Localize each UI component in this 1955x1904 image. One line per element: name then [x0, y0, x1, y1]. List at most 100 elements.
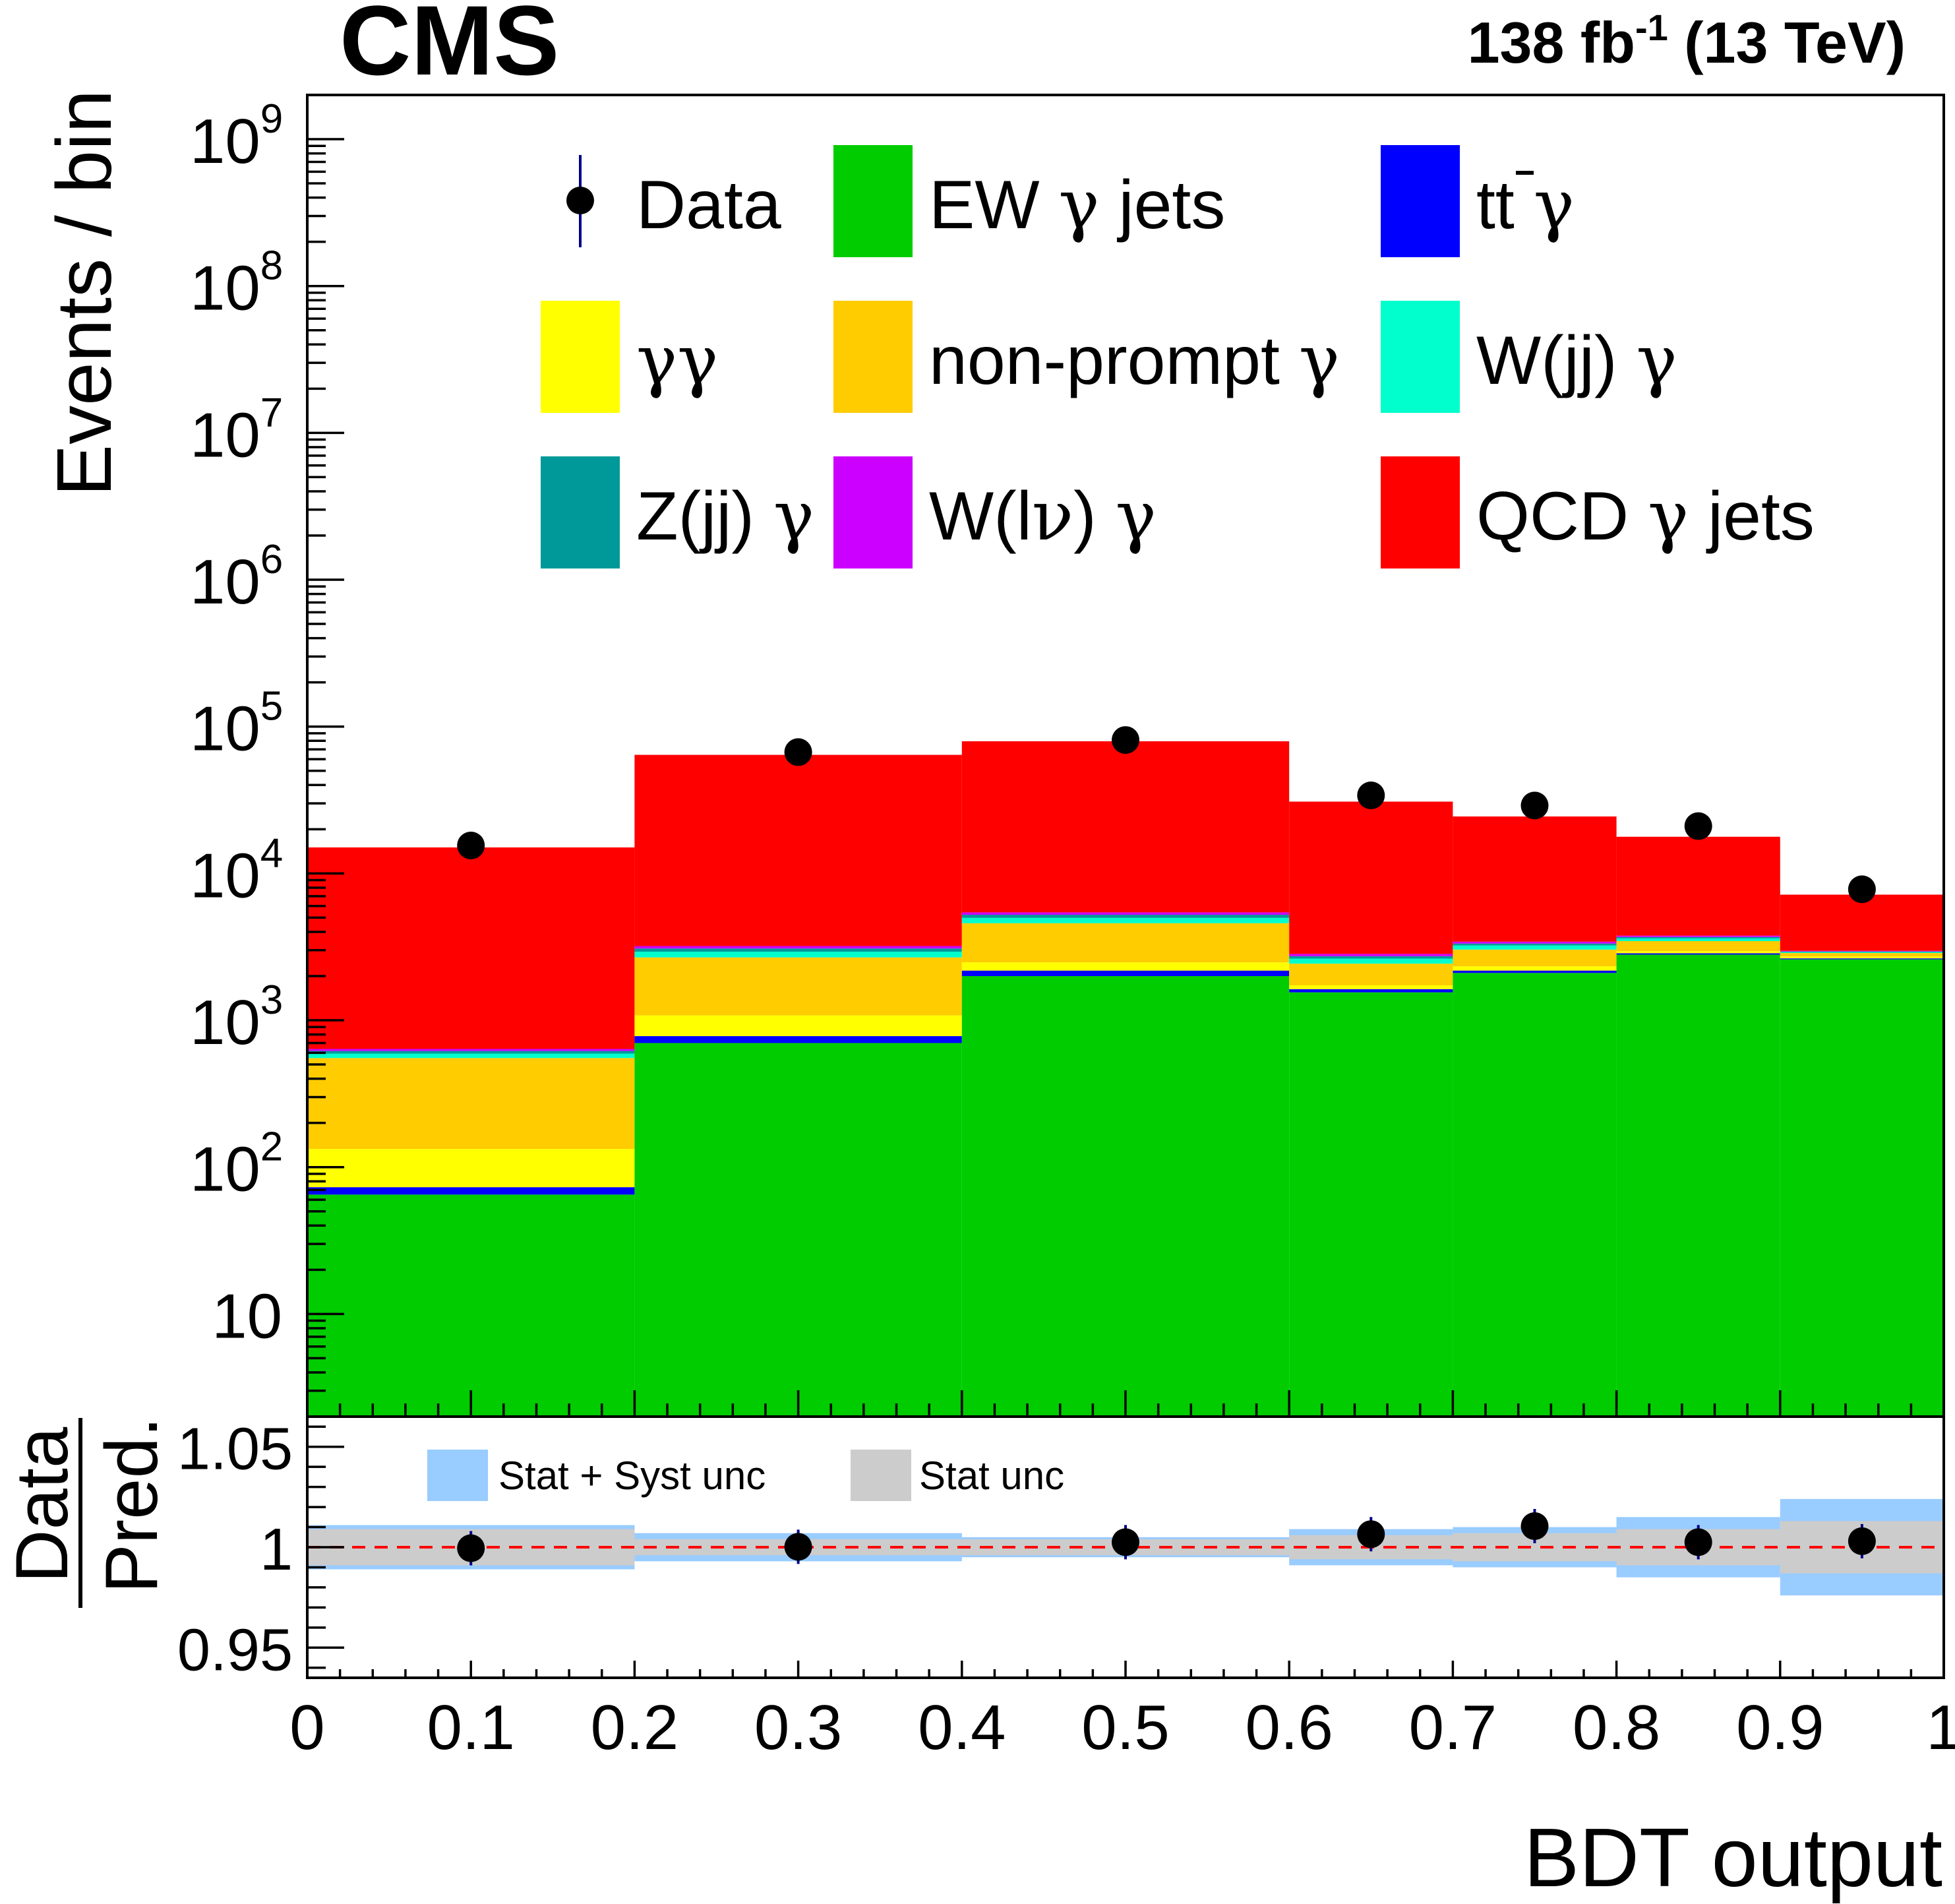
legend: Data EW γ jets tt γγγ non-prompt γ W(jj) γZ(… — [541, 145, 1815, 568]
stack-segment-w-jj- — [634, 952, 962, 958]
legend-swatch — [833, 301, 913, 413]
ratio-legend-swatch-stat-syst — [427, 1450, 488, 1501]
y-tick-label: 103 — [190, 977, 283, 1058]
stack-segment-- — [1453, 966, 1617, 971]
stack-segment-- — [1289, 985, 1453, 989]
stack-segment-tt — [1453, 970, 1617, 973]
legend-swatch — [541, 456, 620, 568]
ratio-legend: Stat + Syst unc Stat unc — [427, 1450, 1064, 1501]
y-tick-label: 107 — [190, 390, 283, 470]
stack-segment-z-jj- — [307, 1051, 635, 1054]
legend-data-marker — [566, 187, 594, 214]
stack-segment-ew-jets — [961, 976, 1290, 1417]
stack-segment-w-l- — [307, 1049, 635, 1051]
legend-swatch — [1381, 145, 1460, 257]
x-tick-label: 0.9 — [1736, 1692, 1824, 1763]
y-tick-exponent: 6 — [260, 537, 283, 582]
legend-label-part: jets — [1100, 167, 1226, 243]
stack-segment-ew-jets — [634, 1043, 962, 1417]
legend-label-part: W(l — [929, 478, 1032, 555]
ratio-y-tick-labels: 0.95 1 1.05 — [177, 1417, 293, 1684]
ratio-label-denominator: Pred. — [90, 1417, 173, 1593]
data-point — [1357, 782, 1385, 810]
stack-segment-z-jj- — [1289, 956, 1453, 959]
legend-label: Z(jj) γ — [636, 476, 814, 556]
x-axis-label: BDT output — [1524, 1811, 1942, 1904]
stack-segment-non-prompt — [1453, 949, 1617, 967]
legend-label-part: γ — [1116, 476, 1157, 556]
x-tick-label: 0.3 — [754, 1692, 842, 1763]
legend-label-part: γγ — [636, 320, 718, 400]
legend-label-part — [1515, 167, 1534, 243]
stack-segment-w-l- — [1453, 941, 1617, 944]
ratio-point — [1684, 1528, 1712, 1556]
legend-label-part: ν — [1032, 476, 1073, 556]
ratio-point — [1112, 1528, 1139, 1556]
ratio-y-tick-label: 0.95 — [177, 1617, 293, 1683]
legend-label-part: tt — [1476, 167, 1515, 243]
legend-swatch — [833, 456, 913, 568]
ratio-y-axis-label: Data Pred. — [1, 1417, 173, 1608]
legend-label-part: ) — [1073, 478, 1116, 555]
stacked-bars — [307, 741, 1944, 1417]
stack-segment-w-jj- — [961, 917, 1290, 923]
legend-label-part: W(jj) — [1476, 322, 1637, 399]
stack-segment-w-l- — [1780, 950, 1944, 952]
ratio-point — [1357, 1520, 1385, 1549]
stack-segment-ew-jets — [1289, 992, 1453, 1417]
x-tick-label: 0.5 — [1081, 1692, 1169, 1763]
y-tick-exponent: 5 — [260, 684, 283, 729]
legend-label: QCD γ jets — [1476, 476, 1815, 556]
stack-segment-tt — [307, 1187, 635, 1195]
data-point — [1684, 812, 1712, 840]
stack-segment-tt — [961, 970, 1290, 976]
stack-segment-qcd-jets — [307, 847, 635, 1049]
stack-segment-qcd-jets — [961, 741, 1290, 913]
stack-segment-tt — [1780, 958, 1944, 960]
ratio-y-ticks — [307, 1425, 344, 1669]
stack-segment-w-jj- — [1289, 958, 1453, 964]
data-point — [784, 738, 812, 766]
y-tick-exponent: 2 — [260, 1124, 283, 1170]
y-tick-exponent: 7 — [260, 390, 283, 435]
stack-segment-w-l- — [1616, 935, 1780, 937]
stack-segment-non-prompt — [1616, 940, 1780, 952]
y-tick-base: 10 — [190, 106, 260, 177]
stack-segment-w-l- — [961, 912, 1290, 915]
x-tick-label: 0.7 — [1409, 1692, 1497, 1763]
x-tick-label: 0.4 — [918, 1692, 1006, 1763]
data-point — [457, 831, 485, 859]
legend-label-part: QCD — [1476, 478, 1648, 555]
stack-segment-tt — [1616, 953, 1780, 955]
x-tick-label: 0.1 — [427, 1692, 514, 1763]
stack-segment-w-jj- — [1780, 952, 1944, 954]
y-tick-base: 10 — [190, 694, 260, 764]
stack-segment-ew-jets — [1780, 959, 1944, 1417]
legend-label-part: EW — [929, 167, 1058, 243]
stack-segment-qcd-jets — [1780, 894, 1944, 951]
x-tick-label: 0.2 — [591, 1692, 678, 1763]
main-y-ticks — [307, 94, 344, 1418]
stack-segment-- — [634, 1015, 962, 1037]
stack-segment-qcd-jets — [1616, 836, 1780, 936]
stack-segment-- — [307, 1149, 635, 1188]
stack-segment-z-jj- — [1616, 937, 1780, 938]
ratio-point — [1848, 1527, 1876, 1555]
legend-swatch — [833, 145, 913, 257]
legend-label: γγ — [636, 320, 718, 400]
x-tick-label: 0.8 — [1573, 1692, 1660, 1763]
ratio-point — [457, 1534, 485, 1562]
stack-segment-- — [1616, 951, 1780, 954]
stack-segment-ew-jets — [307, 1194, 635, 1417]
x-tick-label: 0.6 — [1245, 1692, 1333, 1763]
legend-swatch — [1381, 301, 1460, 413]
ratio-legend-label-stat: Stat unc — [919, 1454, 1064, 1498]
ratio-legend-label-stat-syst: Stat + Syst unc — [498, 1454, 766, 1498]
y-tick-base: 10 — [190, 547, 260, 617]
stack-segment-ew-jets — [1616, 954, 1780, 1417]
ratio-y-tick-label: 1 — [260, 1517, 293, 1583]
legend-swatch — [1381, 456, 1460, 568]
stack-segment-ew-jets — [1453, 973, 1617, 1417]
ratio-y-tick-label: 1.05 — [177, 1417, 293, 1483]
